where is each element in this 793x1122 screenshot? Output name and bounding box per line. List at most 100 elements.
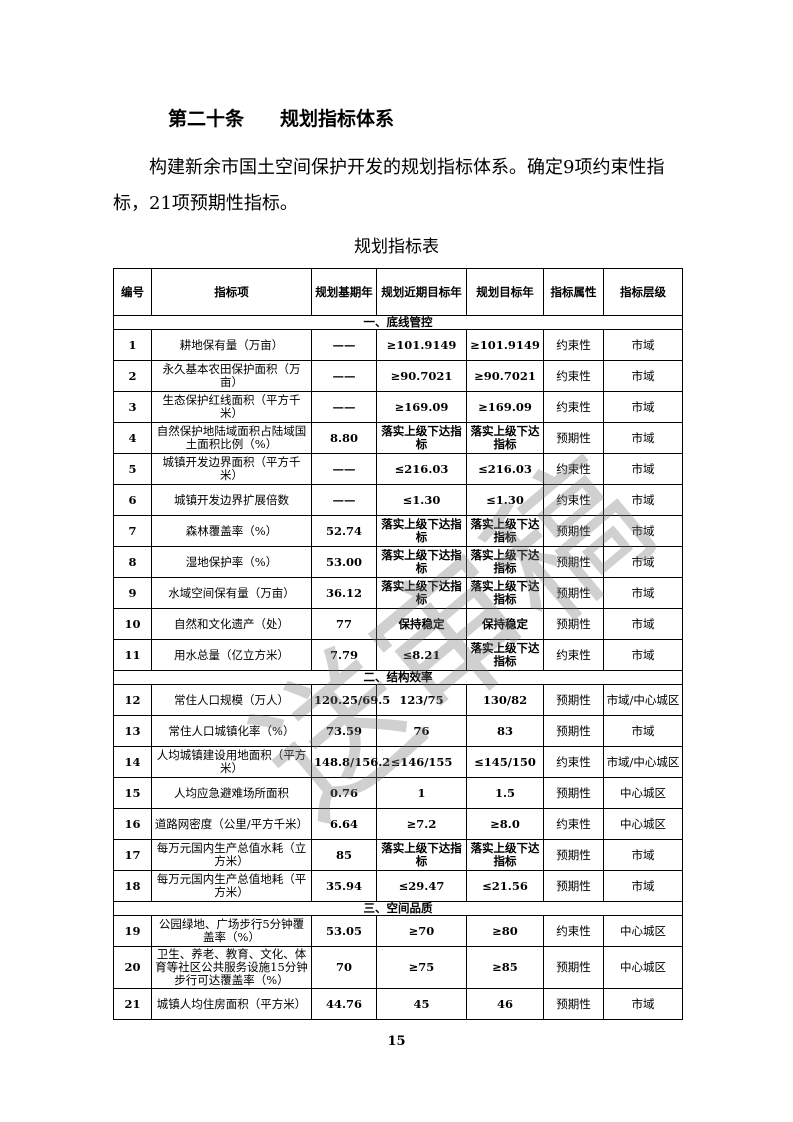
table-cell: 每万元国内生产总值地耗（平方米） (151, 870, 312, 902)
table-cell: ≤145/150 (466, 746, 544, 778)
table-body: 一、底线管控 1 耕地保有量（万亩） —— ≥101.9149 ≥101.9149 约束性市… (113, 315, 683, 1020)
table-cell: ≤8.21 (376, 639, 467, 671)
table-cell: 落实上级下达指标 (466, 515, 544, 547)
table-cell: 市域 (603, 839, 683, 871)
table-cell: 落实上级下达指标 (466, 639, 544, 671)
table-cell: 35.94 (311, 870, 377, 902)
table-cell: 落实上级下达指标 (466, 577, 544, 609)
table-cell: 70 (311, 946, 377, 989)
table-cell: 预期性 (543, 946, 604, 989)
table-cell: 预期性 (543, 515, 604, 547)
table-cell: 城镇开发边界扩展倍数 (151, 484, 312, 516)
table-cell: ≥90.7021 (466, 360, 544, 392)
table-cell: 落实上级下达指标 (376, 577, 467, 609)
table-row: 17 每万元国内生产总值水耗（立方米） 85 落实上级下达指标 落实上级下达指标 预期性市… (113, 839, 683, 871)
table-cell: 预期性 (543, 684, 604, 716)
table-cell: 21 (113, 988, 152, 1020)
table-cell: —— (311, 360, 377, 392)
header-row: 编号 指标项 规划基期年 规划近期目标年 规划目标年 指标属性 指标层级 (113, 268, 683, 316)
table-cell: 4 (113, 422, 152, 454)
header-cell: 指标项 (151, 268, 312, 316)
table-row: 20 卫生、养老、教育、文化、体育等社区公共服务设施15分钟步行可达覆盖率（%） 7… (113, 946, 683, 989)
table-cell: ≥101.9149 (466, 329, 544, 361)
table-cell: 7.79 (311, 639, 377, 671)
table-cell: 落实上级下达指标 (466, 546, 544, 578)
table-cell: 约束性 (543, 484, 604, 516)
table-cell: 水域空间保有量（万亩） (151, 577, 312, 609)
table-cell: ≤1.30 (376, 484, 467, 516)
table-cell: 13 (113, 715, 152, 747)
table-row: 11 用水总量（亿立方米） 7.79 ≤8.21 落实上级下达指标 约束性 市域 (113, 639, 683, 671)
table-cell: 落实上级下达指标 (376, 515, 467, 547)
table-cell: ≥169.09 (376, 391, 467, 423)
table-cell: 73.59 (311, 715, 377, 747)
table-cell: 预期性 (543, 839, 604, 871)
table-cell: 预期性 (543, 546, 604, 578)
table-row: 9 水域空间保有量（万亩） 36.12 落实上级下达指标 落实上级下达指标 预期性 市域 (113, 577, 683, 609)
table-cell: 生态保护红线面积（平方千米） (151, 391, 312, 423)
table-cell: 1 (113, 329, 152, 361)
table-cell: 城镇人均住房面积（平方米） (151, 988, 312, 1020)
paragraph: 构建新余市国土空间保护开发的规划指标体系。确定9项约束性指标，21项预期性指标。 (113, 157, 665, 214)
table-row: 18 每万元国内生产总值地耗（平方米） 35.94 ≤29.47 ≤21.56 预期性 市域 (113, 870, 683, 902)
table-cell: 自然保护地陆域面积占陆域国土面积比例（%） (151, 422, 312, 454)
table-row: 6 城镇开发边界扩展倍数 —— ≤1.30 ≤1.30 约束性 市域 (113, 484, 683, 516)
table-cell: 12 (113, 684, 152, 716)
table-cell: —— (311, 329, 377, 361)
table-cell: 46 (466, 988, 544, 1020)
table-cell: 保持稳定 (466, 608, 544, 640)
table-cell: 市域 (603, 515, 683, 547)
table-cell: 道路网密度（公里/平方千米） (151, 808, 312, 840)
table-cell: 森林覆盖率（%） (151, 515, 312, 547)
table-cell: 76 (376, 715, 467, 747)
table-cell: 用水总量（亿立方米） (151, 639, 312, 671)
table-cell: 11 (113, 639, 152, 671)
table-cell: 约束性 (543, 329, 604, 361)
table-cell: 预期性 (543, 870, 604, 902)
table-cell: 市域 (603, 360, 683, 392)
table-cell: ≤21.56 (466, 870, 544, 902)
table-cell: 预期性 (543, 422, 604, 454)
header-cell: 编号 (113, 268, 152, 316)
table-cell: 8 (113, 546, 152, 578)
table-cell: 2 (113, 360, 152, 392)
table-cell: 市域 (603, 391, 683, 423)
table-cell: 148.8/156.2 (311, 746, 390, 778)
table-cell: 9 (113, 577, 152, 609)
header-cell: 指标属性 (543, 268, 604, 316)
table-cell: 6 (113, 484, 152, 516)
table-cell: 52.74 (311, 515, 377, 547)
table-cell: 15 (113, 777, 152, 809)
table-cell: 1 (376, 777, 467, 809)
table-cell: 10 (113, 608, 152, 640)
table-cell: 77 (311, 608, 377, 640)
table-cell: ≤146/155 (376, 746, 467, 778)
table-cell: 耕地保有量（万亩） (151, 329, 312, 361)
table-cell: 36.12 (311, 577, 377, 609)
table-cell: 45 (376, 988, 467, 1020)
table-cell: 19 (113, 915, 152, 947)
table-cell: 约束性 (543, 391, 604, 423)
table-cell: 7 (113, 515, 152, 547)
table-cell: ≥90.7021 (376, 360, 467, 392)
table-cell: 约束性 (543, 360, 604, 392)
table-cell: ≥169.09 (466, 391, 544, 423)
table-cell: 湿地保护率（%） (151, 546, 312, 578)
table-cell: ≤1.30 (466, 484, 544, 516)
indicator-table: 编号 指标项 规划基期年 规划近期目标年 规划目标年 指标属性 指标层级 一、底线管控 1 耕地… (113, 268, 683, 1020)
table-cell: 人均城镇建设用地面积（平方米） (151, 746, 312, 778)
table-cell: 130/82 (466, 684, 544, 716)
table-row: 1 耕地保有量（万亩） —— ≥101.9149 ≥101.9149 约束性 市域 (113, 329, 683, 361)
table-cell: 53.00 (311, 546, 377, 578)
table-row: 15 人均应急避难场所面积 0.76 1 1.5 预期性 中心城区 (113, 777, 683, 809)
table-cell: 市域 (603, 577, 683, 609)
table-cell: 自然和文化遗产（处） (151, 608, 312, 640)
table-cell: 44.76 (311, 988, 377, 1020)
table-cell: 城镇开发边界面积（平方千米） (151, 453, 312, 485)
table-cell: 落实上级下达指标 (466, 839, 544, 871)
table-row: 8 湿地保护率（%） 53.00 落实上级下达指标 落实上级下达指标 预期性 市域 (113, 546, 683, 578)
article-heading: 第二十条 规划指标体系 (168, 104, 394, 131)
table-cell: 市域 (603, 546, 683, 578)
table-cell: 5 (113, 453, 152, 485)
section-row: 三、空间品质 (113, 901, 683, 916)
